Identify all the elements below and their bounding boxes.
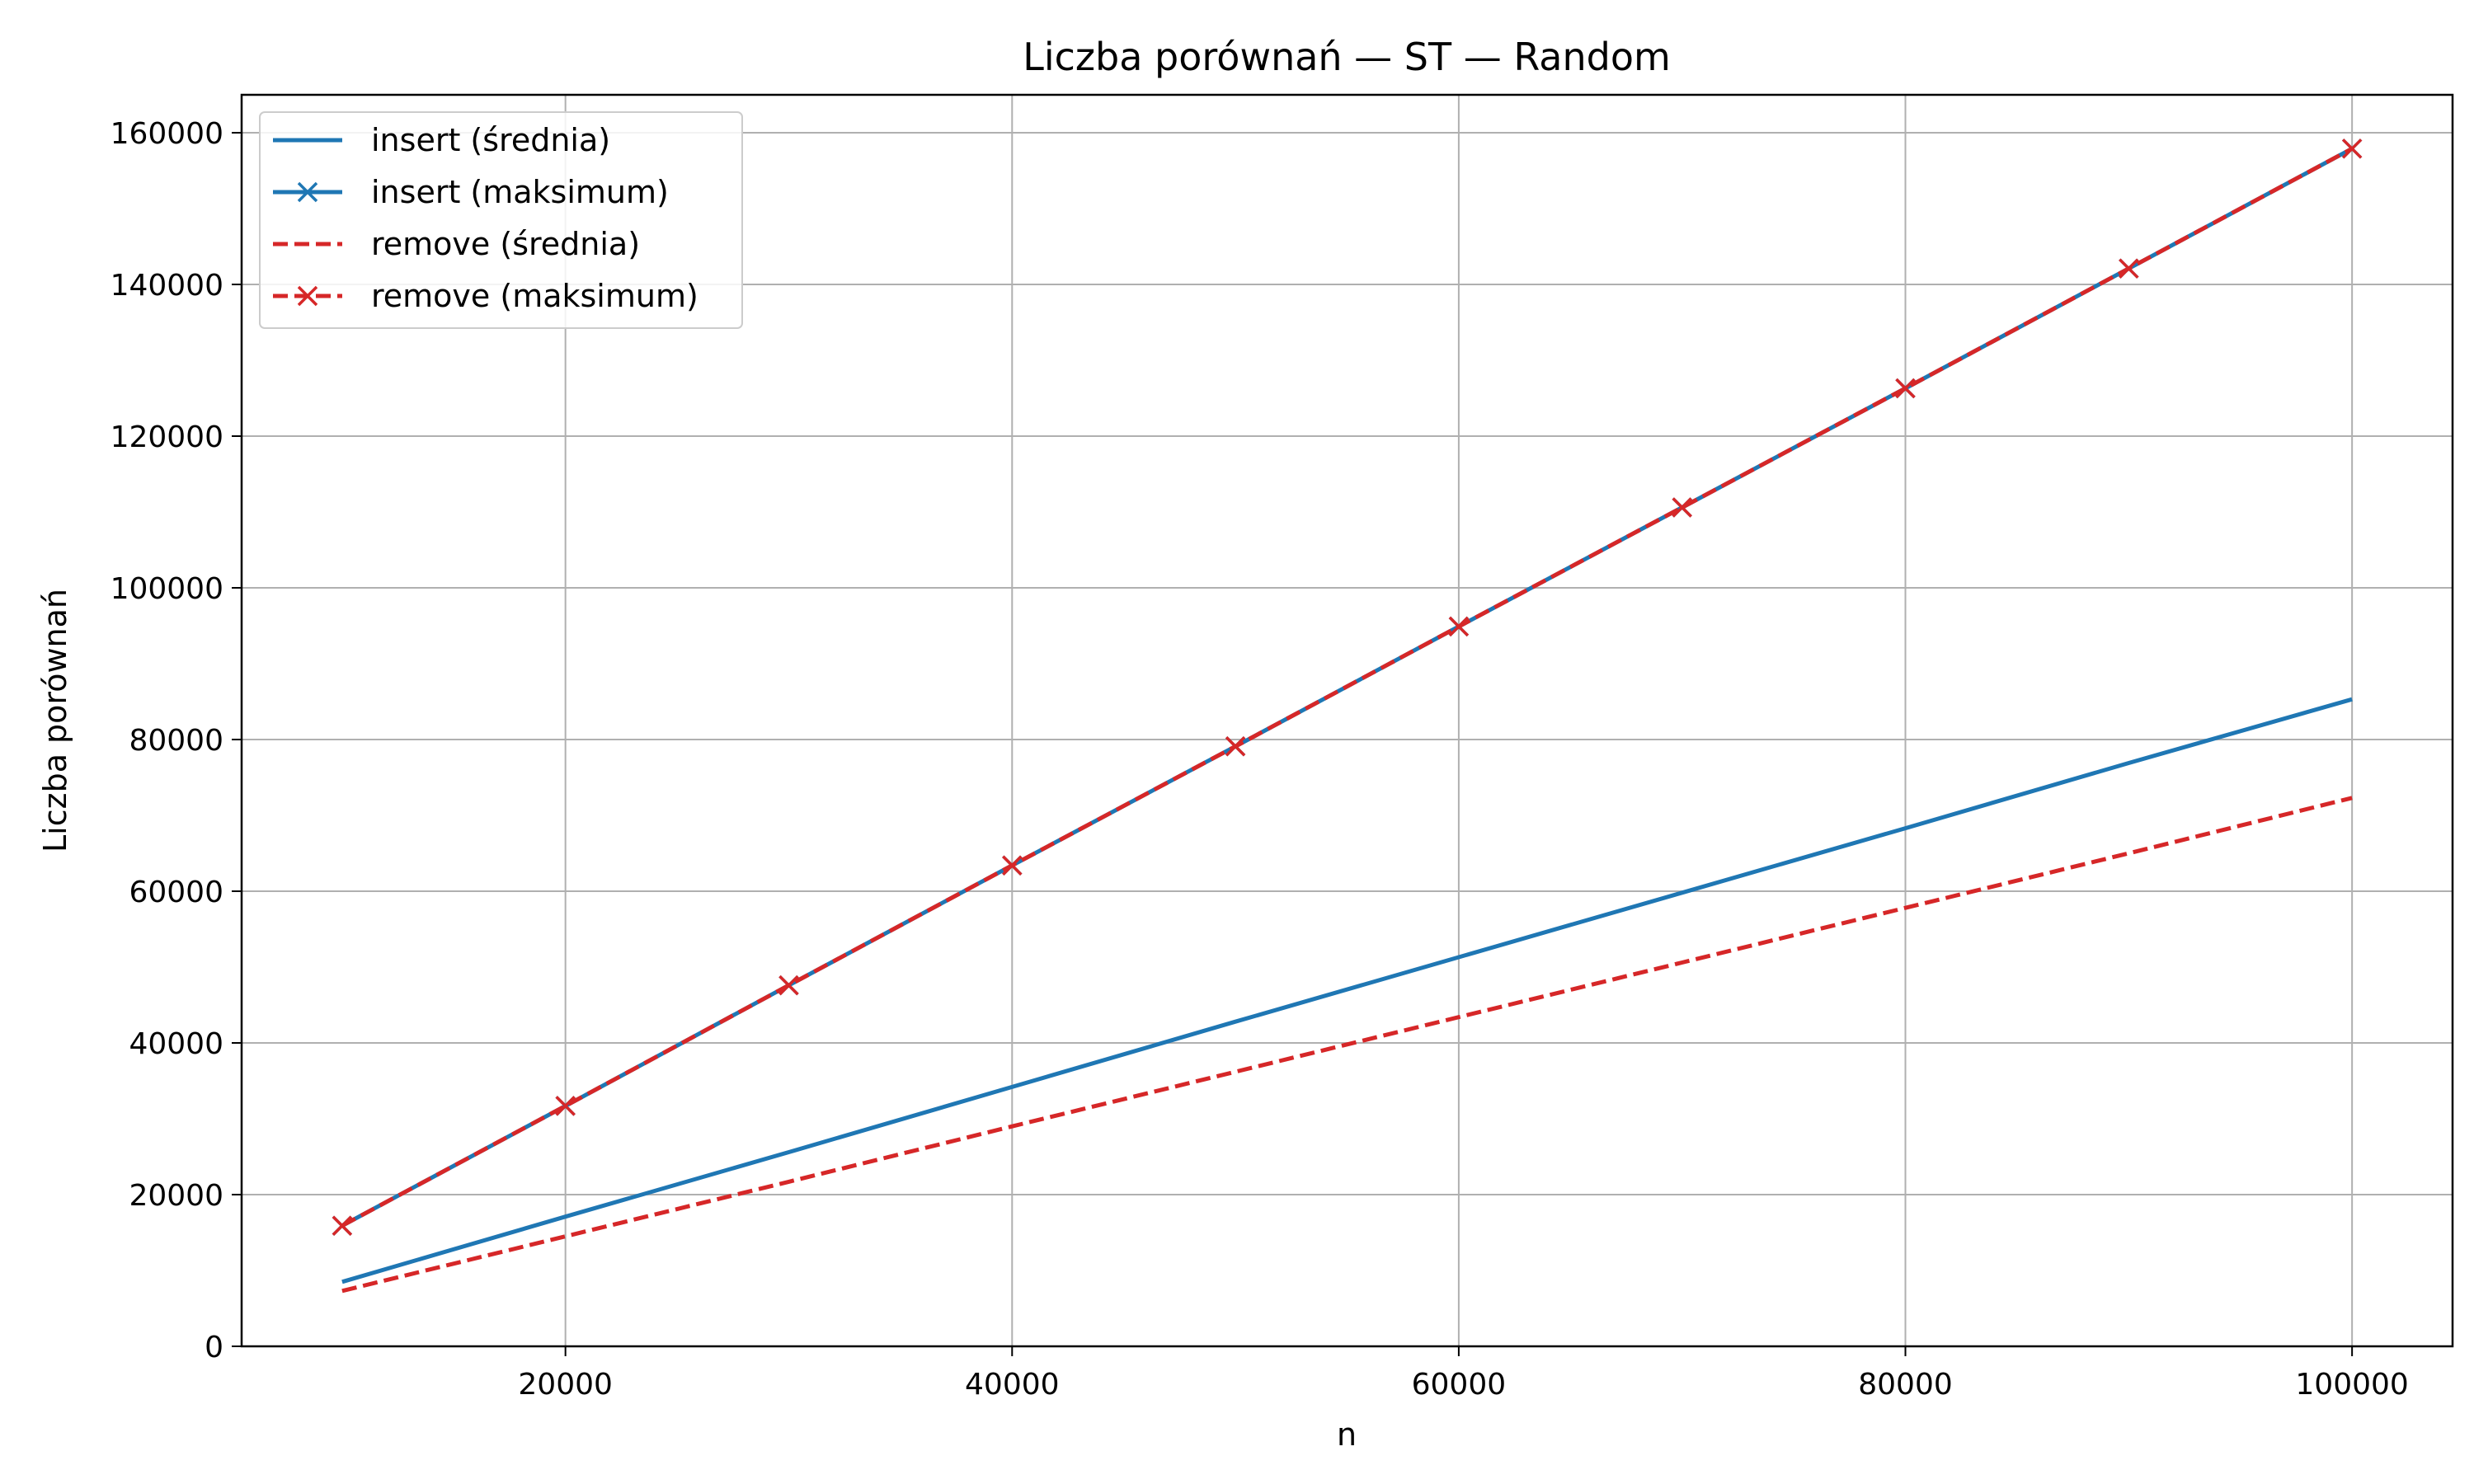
- data-point: [555, 1096, 576, 1116]
- series-3: [341, 796, 2353, 1294]
- x-axis: 20000 40000 60000 80000 100000: [518, 1346, 2409, 1402]
- data-point: [1448, 616, 1470, 637]
- data-point: [2119, 258, 2139, 279]
- y-tick-label: 100000: [111, 572, 223, 606]
- legend-label: remove (maksimum): [371, 278, 698, 314]
- series-layer: [332, 139, 2363, 1294]
- y-axis: 0 20000 40000 60000 80000 100000 120000 140000 1…: [111, 117, 242, 1364]
- x-tick-label: 60000: [1412, 1368, 1507, 1402]
- legend-item: remove (maksimum): [273, 278, 698, 314]
- plot-frame: [240, 93, 2454, 1348]
- data-point: [1002, 855, 1023, 876]
- y-tick-label: 40000: [129, 1027, 223, 1061]
- data-point: [1895, 378, 1916, 399]
- data-point: [1672, 497, 1692, 518]
- series-1: [341, 697, 2353, 1284]
- y-tick-label: 0: [205, 1331, 223, 1364]
- legend-box: [259, 111, 743, 329]
- y-tick-label: 160000: [111, 117, 223, 151]
- y-tick-label: 140000: [111, 269, 223, 303]
- data-point: [332, 1215, 353, 1236]
- x-tick-label: 80000: [1858, 1368, 1953, 1402]
- y-tick-label: 120000: [111, 420, 223, 454]
- x-tick-label: 100000: [2295, 1368, 2408, 1402]
- chart-title: Liczba porównań — ST — Random: [1023, 35, 1671, 79]
- series-line: [341, 147, 2354, 1228]
- x-tick-label: 20000: [518, 1368, 613, 1402]
- legend-marker: [297, 181, 318, 203]
- series-line: [341, 697, 2353, 1284]
- y-tick-label: 20000: [129, 1179, 223, 1213]
- legend: insert (średnia) insert (maksimum) remove …: [259, 111, 743, 329]
- data-point: [778, 974, 799, 996]
- y-tick-label: 60000: [129, 876, 223, 909]
- legend-label: remove (średnia): [371, 226, 640, 262]
- data-point: [2341, 139, 2363, 159]
- series-line: [341, 796, 2353, 1294]
- x-axis-label: n: [1337, 1416, 1357, 1453]
- legend-item: insert (średnia): [273, 122, 610, 158]
- legend-item: remove (średnia): [273, 226, 640, 262]
- y-axis-label: Liczba porównań: [37, 589, 73, 852]
- x-tick-label: 40000: [965, 1368, 1060, 1402]
- legend-item: insert (maksimum): [273, 174, 669, 210]
- data-point: [1225, 736, 1246, 757]
- y-tick-label: 80000: [129, 724, 223, 758]
- series-4: [332, 139, 2363, 1236]
- legend-marker: [297, 285, 318, 307]
- legend-label: insert (średnia): [371, 122, 610, 158]
- legend-label: insert (maksimum): [371, 174, 669, 210]
